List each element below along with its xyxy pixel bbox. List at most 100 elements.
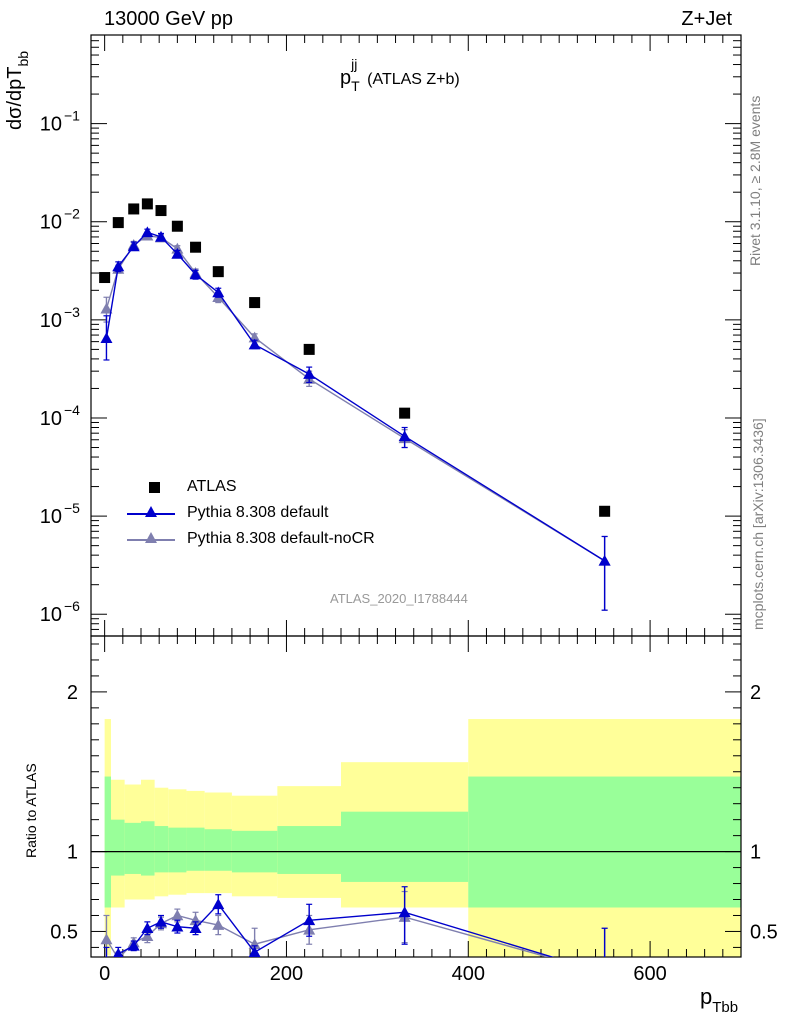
data-point-pythia-default <box>212 286 225 298</box>
ratio-y-tick-label-right: 1 <box>750 842 761 864</box>
ratio-point-pythia-default <box>248 946 261 957</box>
title-sup: jj <box>351 56 358 72</box>
data-point-pythia-default <box>141 226 154 238</box>
data-point-atlas <box>155 205 167 217</box>
y-tick-label: 10 <box>40 310 62 332</box>
legend-entry-pythia-default: Pythia 8.308 default <box>125 501 445 525</box>
data-point-pythia-default <box>112 260 125 272</box>
data-point-atlas <box>399 407 411 419</box>
ratio-point-pythia-nocr <box>100 933 113 945</box>
ratio-y-tick-label-right: 0.5 <box>750 921 778 943</box>
y-axis-title-sub: bb <box>15 50 31 67</box>
ratio-point-pythia-default <box>113 947 124 957</box>
legend-entry-pythia-nocr: Pythia 8.308 default-noCR <box>125 527 445 551</box>
ratio-point-pythia-default <box>398 906 411 918</box>
analysis-label: ATLAS_2020_I1788444 <box>330 591 468 606</box>
legend-entry-atlas: ATLAS <box>125 475 445 499</box>
uncertainty-band-green <box>341 811 469 882</box>
data-point-pythia-default <box>171 247 184 259</box>
uncertainty-band-green <box>277 826 341 874</box>
ratio-y-tick-label: 0.5 <box>50 921 78 943</box>
y-tick-label-exponent: −5 <box>64 500 80 516</box>
uncertainty-band-green <box>186 827 205 871</box>
ratio-axis-title-text: Ratio to ATLAS <box>23 763 39 858</box>
data-point-atlas <box>141 198 153 210</box>
energy-label: 13000 GeV pp <box>104 8 233 30</box>
ratio-y-tick-label: 1 <box>67 842 78 864</box>
plot-title: p jj T (ATLAS Z+b) <box>340 56 460 94</box>
x-tick-label: 0 <box>99 963 110 985</box>
mcplots-label: mcplots.cern.ch [arXiv:1306.3436] <box>750 418 766 630</box>
data-point-atlas <box>303 343 315 355</box>
x-axis-title-sub: Tbb <box>712 999 739 1016</box>
y-tick-label: 10 <box>40 604 62 626</box>
uncertainty-band-green <box>154 826 169 873</box>
x-tick-label: 600 <box>633 963 666 985</box>
ratio-y-tick-label-right: 2 <box>750 682 761 704</box>
title-main: p <box>340 67 352 89</box>
ratio-point-pythia-default <box>127 939 140 951</box>
ratio-point-pythia-default <box>303 914 316 926</box>
y-tick-label: 10 <box>40 212 62 234</box>
legend-marker-triangle <box>145 532 157 543</box>
ratio-point-pythia-nocr <box>599 967 611 978</box>
y-tick-label-exponent: −2 <box>64 206 80 222</box>
legend-label: ATLAS <box>187 478 237 495</box>
uncertainty-band-green <box>104 776 111 908</box>
x-tick-label: 400 <box>452 963 485 985</box>
data-point-atlas <box>112 217 124 229</box>
ratio-axis-title: Ratio to ATLAS <box>23 763 39 858</box>
ratio-point-pythia-default <box>141 922 154 934</box>
data-point-atlas <box>599 505 611 517</box>
uncertainty-band-green <box>141 821 155 876</box>
data-point-pythia-default <box>303 368 316 379</box>
legend-label: Pythia 8.308 default <box>187 504 329 521</box>
ratio-point-pythia-default <box>171 920 184 932</box>
data-point-atlas <box>128 203 140 215</box>
uncertainty-band-green <box>124 822 141 874</box>
ratio-point-pythia-default <box>599 967 611 978</box>
ratio-point-pythia-nocr <box>141 930 154 942</box>
data-point-atlas <box>249 297 261 309</box>
legend: ATLAS Pythia 8.308 default Pythia 8.308 … <box>125 475 445 555</box>
ratio-point-pythia-default <box>189 922 202 934</box>
y-tick-label: 10 <box>40 408 62 430</box>
legend-marker-triangle <box>145 506 157 517</box>
data-point-pythia-default <box>398 430 411 442</box>
data-point-pythia-default <box>598 554 611 566</box>
ratio-point-pythia-nocr <box>171 909 184 921</box>
data-point-atlas <box>212 266 224 278</box>
x-axis-title-main: p <box>700 984 713 1009</box>
ratio-point-pythia-default <box>155 915 167 927</box>
ratio-point-pythia-default <box>212 898 225 910</box>
x-axis-title: pTbb <box>700 984 738 1016</box>
data-point-pythia-default <box>189 268 202 280</box>
title-sub: T <box>351 78 360 94</box>
y-tick-label-exponent: −6 <box>64 598 80 614</box>
y-tick-label-exponent: −4 <box>64 402 80 418</box>
data-point-pythia-default <box>100 332 113 344</box>
ratio-y-tick-label: 2 <box>67 682 78 704</box>
uncertainty-band-green <box>168 827 187 873</box>
data-point-pythia-nocr <box>100 302 113 314</box>
process-label: Z+Jet <box>681 8 732 30</box>
y-tick-label: 10 <box>40 114 62 136</box>
data-point-atlas <box>190 241 202 253</box>
data-point-pythia-default <box>127 240 140 252</box>
legend-marker-square <box>149 482 160 493</box>
uncertainty-band-green <box>111 819 125 876</box>
uncertainty-band-green <box>468 776 741 908</box>
y-tick-label-exponent: −3 <box>64 304 80 320</box>
ratio-panel-frame <box>90 635 742 958</box>
legend-label: Pythia 8.308 default-noCR <box>187 530 375 547</box>
y-axis-title-main: dσ/dpT <box>4 66 26 131</box>
y-tick-label: 10 <box>40 506 62 528</box>
data-point-pythia-default <box>248 338 261 350</box>
x-tick-label: 200 <box>270 963 303 985</box>
data-point-pythia-default <box>155 230 167 242</box>
y-axis-title: dσ/dpTbb <box>4 51 31 131</box>
data-point-atlas <box>171 220 183 232</box>
rivet-label: Rivet 3.1.10, ≥ 2.8M events <box>747 95 763 266</box>
y-tick-label-exponent: −1 <box>64 108 80 124</box>
